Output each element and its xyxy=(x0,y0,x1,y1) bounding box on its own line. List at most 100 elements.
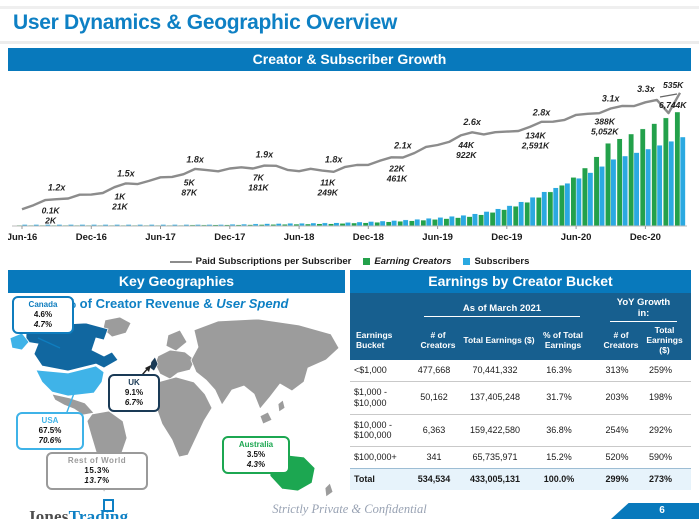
multiplier-label: 3.1x xyxy=(602,93,621,103)
subscribers-bar xyxy=(552,187,559,227)
map-australia xyxy=(269,454,316,492)
bucket-cell: $1,000 - $10,000 xyxy=(354,387,388,408)
subscribers-bar xyxy=(356,221,363,227)
line-swatch-icon xyxy=(169,260,192,263)
subscribers-bar xyxy=(633,152,640,227)
legend-item-earning-creators: Earning Creators xyxy=(363,256,451,267)
subscribers-count-label: 5,052K xyxy=(591,126,619,136)
subscribers-count-label: 87K xyxy=(181,187,197,197)
subscribers-bar xyxy=(541,191,548,227)
bucket-cell: <$1,000 xyxy=(354,365,387,376)
column-header: # of Creators xyxy=(603,329,639,350)
x-tick-label: Dec-20 xyxy=(630,232,661,243)
bucket-cell: $10,000 - $100,000 xyxy=(354,419,393,441)
subscribers-bar xyxy=(449,216,455,227)
multiplier-label: 2.6x xyxy=(462,117,482,127)
earning-creators-bar xyxy=(466,216,473,227)
page-number-banner: 6 xyxy=(611,503,699,519)
subscribers-count-label: 2,591K xyxy=(521,140,550,150)
growth-chart-svg: Jun-16 Dec-16 Jun-17 Dec-17 Jun-18 Dec-18 Jun-… xyxy=(7,80,688,243)
earning-creators-bar xyxy=(374,222,381,227)
subscribers-bar xyxy=(414,218,421,227)
column-header: Total Earnings ($) xyxy=(463,334,535,345)
page-number: 6 xyxy=(659,505,665,516)
value-cell: 433,005,131 xyxy=(469,474,521,485)
value-cell: 31.7% xyxy=(546,392,572,403)
x-tick-label: Jun-20 xyxy=(561,232,592,243)
legend-label: Paid Subscriptions per Subscriber xyxy=(195,256,352,267)
table-column-header-row: Earnings Bucket # of Creators Total Earnin… xyxy=(354,325,687,355)
value-cell: 100.0% xyxy=(543,474,575,485)
subscribers-count-label: 181K xyxy=(248,183,269,193)
subscribers-count-label: 922K xyxy=(456,150,477,160)
subscribers-bar xyxy=(391,220,398,227)
table-body: <$1,000 477,668 70,441,332 16.3% 313% 259% $1,… xyxy=(350,360,691,490)
creators-count-label: 11K xyxy=(320,177,336,187)
value-cell: 16.3% xyxy=(546,365,572,376)
table-row: $10,000 - $100,000 6,363 159,422,580 36.8% 2… xyxy=(350,413,691,447)
final-subscribers-label: 6,744K xyxy=(659,100,687,110)
title-divider xyxy=(0,41,699,44)
table-row: $1,000 - $10,000 50,162 137,405,248 31.7% 20… xyxy=(350,381,691,414)
earning-creators-bar xyxy=(397,221,404,227)
value-cell: 65,735,971 xyxy=(472,452,518,463)
earning-creators-bar xyxy=(420,219,427,227)
subscribers-bar xyxy=(599,166,605,227)
chart-panel-header: Creator & Subscriber Growth xyxy=(8,48,691,71)
value-cell: 203% xyxy=(605,392,629,403)
subscribers-count-label: 249K xyxy=(317,187,339,197)
map-indonesia xyxy=(259,411,273,425)
earning-creators-bar xyxy=(582,167,588,227)
world-map xyxy=(9,316,340,498)
map-scandinavia xyxy=(165,329,188,352)
value-cell: 259% xyxy=(648,365,673,376)
subscribers-bar xyxy=(610,159,617,227)
earning-creators-bar xyxy=(639,128,646,227)
column-header: Earnings Bucket xyxy=(356,329,393,350)
subscribers-bar xyxy=(379,220,386,227)
logo-trading: Trading xyxy=(69,499,129,519)
confidentiality-notice: Strictly Private & Confidential xyxy=(272,502,427,516)
geo-subtitle-regular: % of Creator Revenue & xyxy=(64,296,217,311)
x-tick-label: Jun-17 xyxy=(145,232,176,243)
earning-creators-bar xyxy=(651,123,658,227)
legend-label: Earning Creators xyxy=(374,256,452,267)
logo-square-icon xyxy=(103,499,115,512)
value-cell: 50,162 xyxy=(420,392,448,403)
map-greenland xyxy=(102,316,132,338)
geo-subtitle-italic: User Spend xyxy=(216,296,289,311)
multiplier-label: 2.1x xyxy=(393,140,413,150)
multiplier-label: 1.5x xyxy=(117,169,136,179)
map-new-zealand xyxy=(324,482,334,498)
subscribers-bar xyxy=(506,205,513,227)
earning-creators-bar xyxy=(674,111,681,227)
value-cell: 341 xyxy=(426,452,442,463)
value-cell: 273% xyxy=(648,474,673,485)
earning-creators-bar xyxy=(663,117,669,227)
creators-count-label: 44K xyxy=(457,140,474,150)
subscribers-bar xyxy=(518,201,525,227)
value-cell: 477,668 xyxy=(417,365,451,376)
subscribers-bar xyxy=(437,217,444,227)
earning-creators-bar xyxy=(478,214,485,227)
final-label-pointer xyxy=(659,93,678,98)
x-tick-label: Dec-18 xyxy=(353,232,384,243)
subscribers-bar xyxy=(425,218,432,227)
multiplier-label: 1.9x xyxy=(256,150,275,160)
earning-creators-bar xyxy=(593,156,600,227)
creators-count-label: 5K xyxy=(184,177,196,187)
chart-legend: Paid Subscriptions per Subscriber Earnin… xyxy=(8,254,691,269)
table-header: As of March 2021 YoY Growth in: Earnings… xyxy=(350,293,691,361)
geo-subtitle: % of Creator Revenue & User Spend xyxy=(8,293,345,315)
creators-count-label: 22K xyxy=(388,163,405,173)
canada-leader-line xyxy=(37,337,61,349)
subscribers-bar xyxy=(368,221,374,227)
logo-jones: Jones xyxy=(27,507,69,519)
bucket-cell: $100,000+ xyxy=(354,452,397,463)
value-cell: 6,363 xyxy=(422,425,446,436)
x-tick-label: Jun-16 xyxy=(8,232,37,243)
legend-item-subscribers: Subscribers xyxy=(463,256,529,267)
column-header: % of Total Earnings xyxy=(543,329,583,350)
value-cell: 254% xyxy=(605,425,629,436)
